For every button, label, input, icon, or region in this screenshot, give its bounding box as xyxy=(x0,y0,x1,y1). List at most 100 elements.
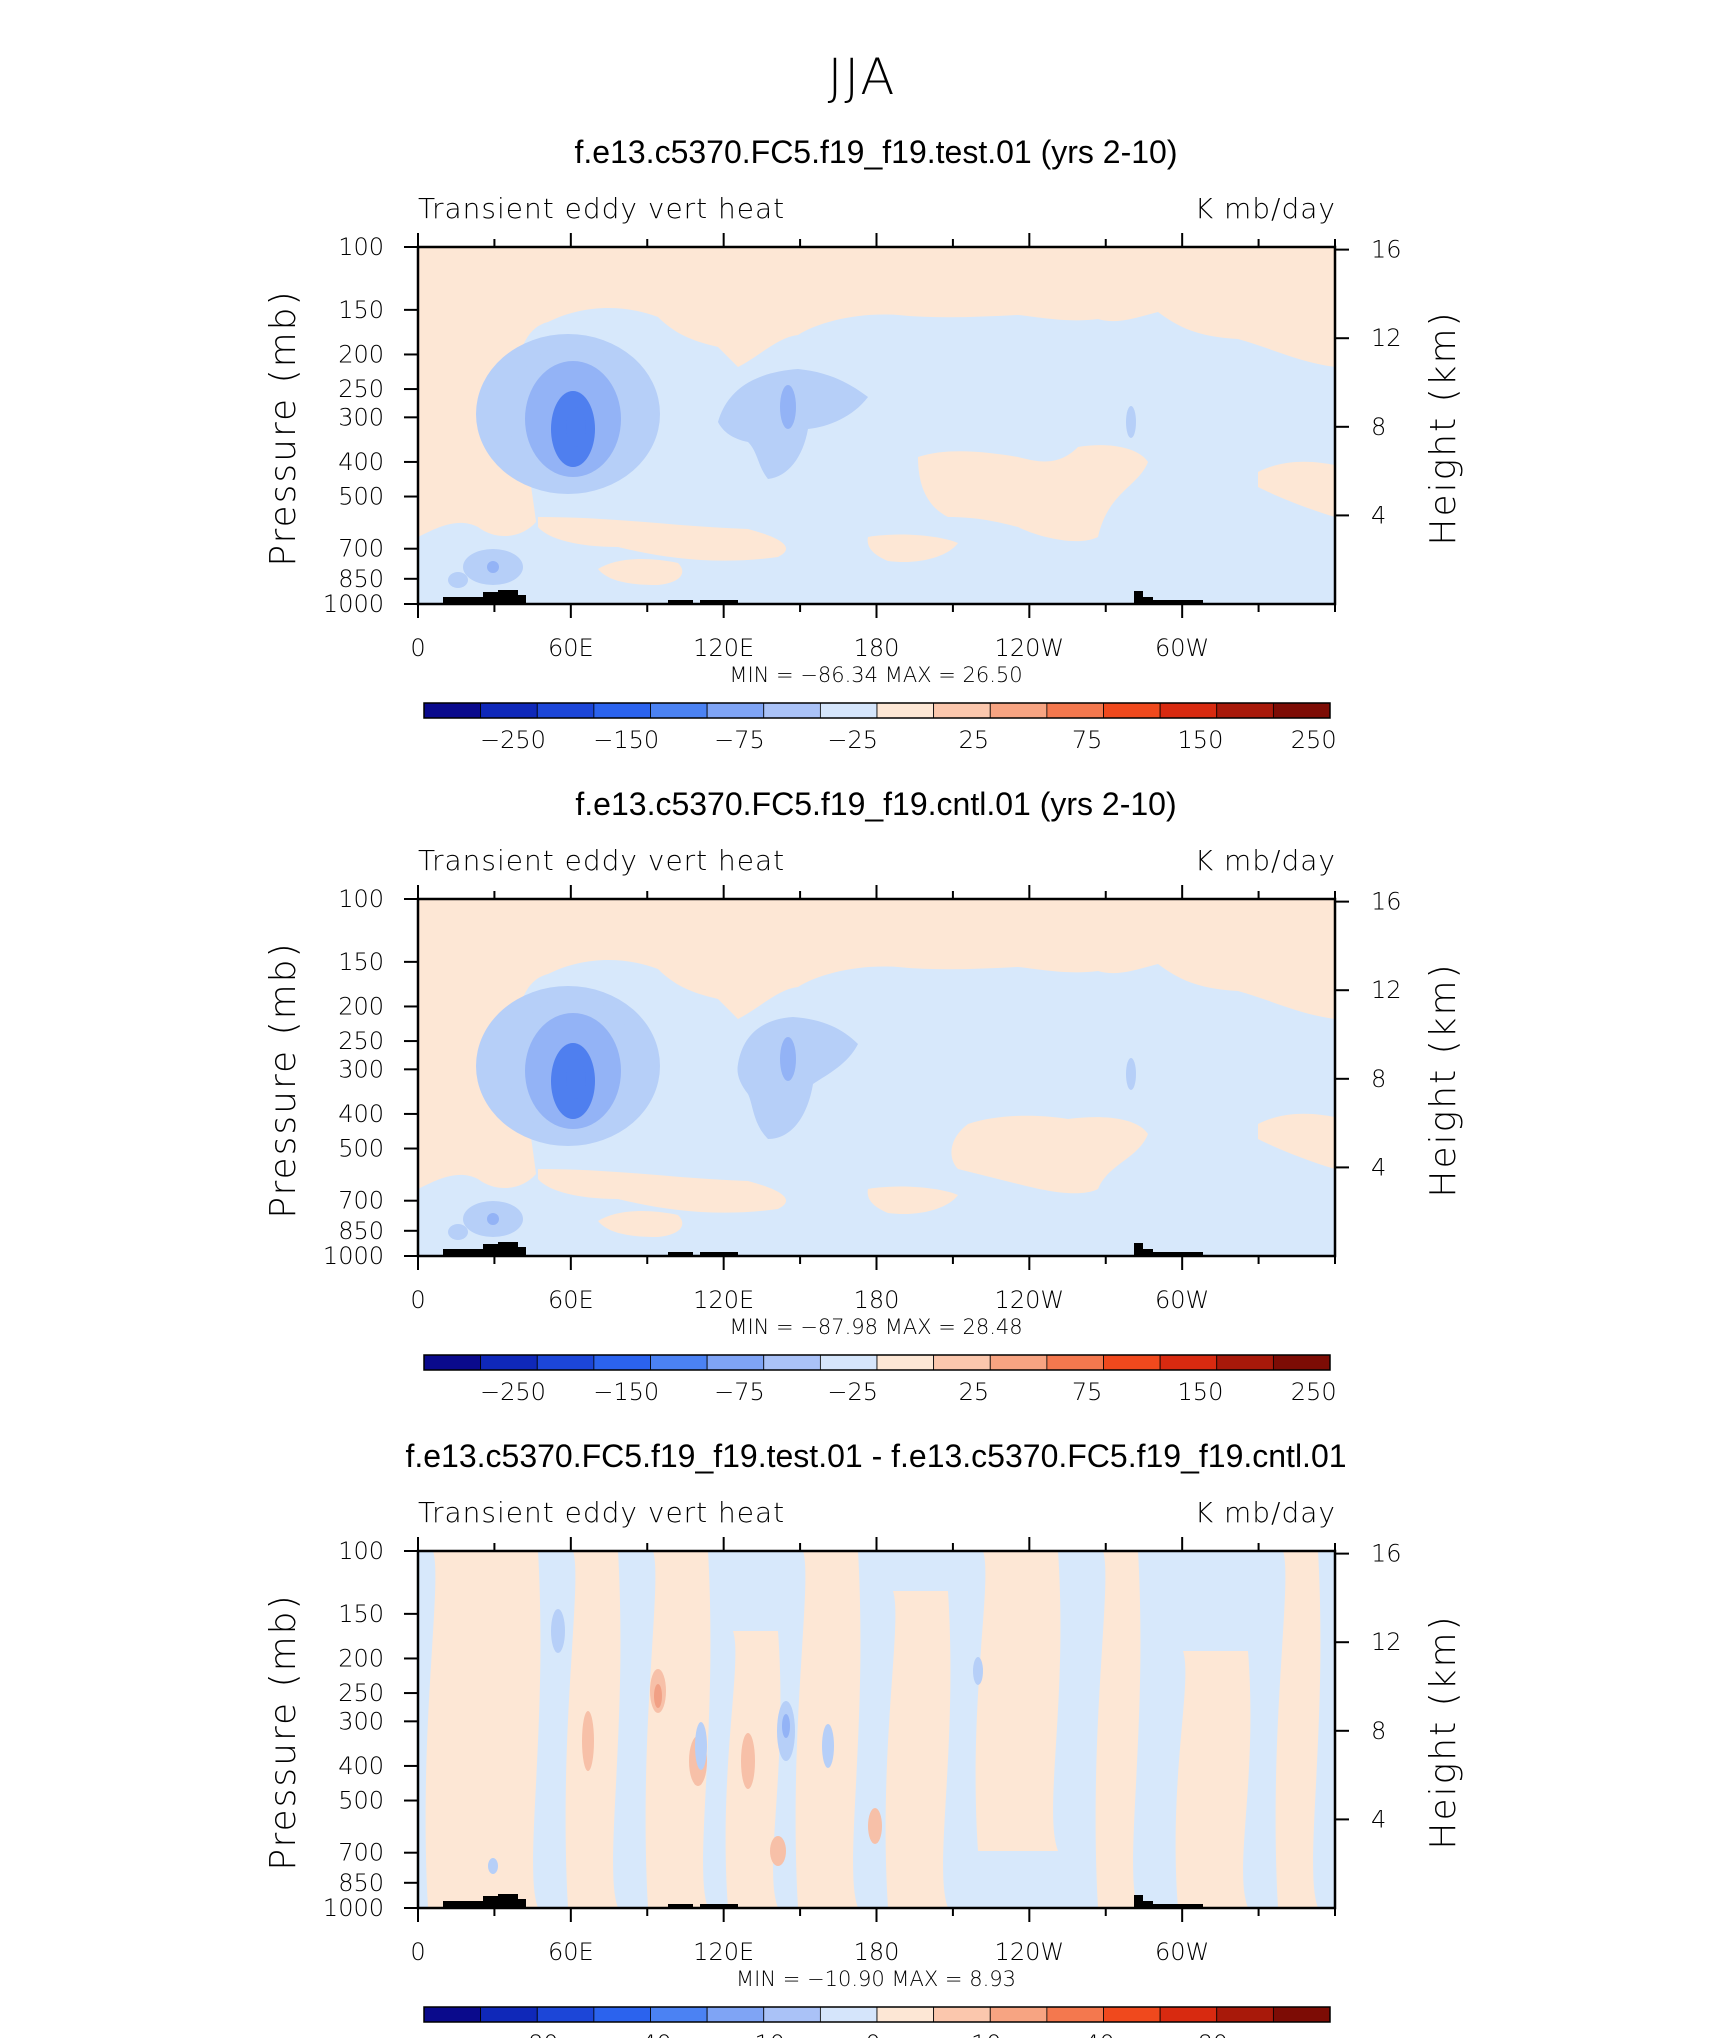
colorbar-label: 25 xyxy=(959,1378,990,1406)
cool-region-east-pacific xyxy=(1126,1058,1136,1090)
colorbar-swatch xyxy=(1159,1354,1218,1371)
colorbar-swatch xyxy=(706,702,765,719)
colorbar-swatch xyxy=(819,702,878,719)
colorbar-swatch xyxy=(536,1354,595,1371)
y-tick-label: 100 xyxy=(338,885,384,913)
topography xyxy=(1134,1243,1143,1256)
colorbar-label: 150 xyxy=(1178,1378,1224,1406)
colorbar-label: −250 xyxy=(480,1378,546,1406)
colorbar-swatch xyxy=(650,2006,708,2023)
colorbar-swatch xyxy=(536,2006,595,2023)
height-tick-label: 8 xyxy=(1371,413,1386,441)
colorbar-label: 10 xyxy=(971,2030,1002,2038)
warm-band xyxy=(1175,1651,1251,1908)
colorbar-label: 75 xyxy=(1072,1378,1103,1406)
cool-anomaly xyxy=(973,1657,983,1685)
y-axis-label: Pressure (mb) xyxy=(263,289,304,566)
colorbar-label: 40 xyxy=(1084,2030,1115,2038)
topography xyxy=(668,1904,693,1908)
warm-region-stratosphere xyxy=(418,247,1335,387)
cool-anomaly xyxy=(822,1724,834,1768)
topography xyxy=(483,1896,498,1908)
height-tick-label: 8 xyxy=(1371,1717,1386,1745)
y-tick-label: 500 xyxy=(338,1787,384,1815)
colorbar-swatch xyxy=(1216,2006,1274,2023)
panel-title: f.e13.c5370.FC5.f19_f19.test.01 (yrs 2-1… xyxy=(575,134,1178,170)
topography xyxy=(518,595,526,604)
colorbar-label: −25 xyxy=(827,726,878,754)
panel-title: f.e13.c5370.FC5.f19_f19.cntl.01 (yrs 2-1… xyxy=(575,786,1176,822)
colorbar-label: −40 xyxy=(621,2030,672,2038)
height-tick-label: 16 xyxy=(1371,236,1402,264)
height-tick-label: 12 xyxy=(1371,324,1402,352)
variable-label: Transient eddy vert heat xyxy=(418,192,785,225)
contour-field xyxy=(418,899,1335,1256)
y-tick-label: 300 xyxy=(338,403,384,431)
topography xyxy=(1143,1901,1153,1908)
cool-region-surface-small xyxy=(448,572,468,588)
x-tick-label: 180 xyxy=(854,1286,900,1314)
colorbar-swatch xyxy=(1103,1354,1161,1371)
colorbar-swatch xyxy=(593,702,651,719)
colorbar-label: 150 xyxy=(1178,726,1224,754)
warm-anomaly xyxy=(582,1711,594,1771)
y-axis-label: Pressure (mb) xyxy=(263,941,304,1218)
panel-test: f.e13.c5370.FC5.f19_f19.test.01 (yrs 2-1… xyxy=(263,134,1464,754)
colorbar-swatch xyxy=(1159,702,1218,719)
y-tick-label: 150 xyxy=(338,296,384,324)
y-tick-label: 850 xyxy=(338,1869,384,1897)
cool-region-pacific xyxy=(737,1017,858,1139)
topography xyxy=(498,590,518,604)
colorbar-swatch xyxy=(536,702,595,719)
colorbar-swatch xyxy=(876,2006,935,2023)
colorbar-frame xyxy=(423,702,1331,719)
y-axis-right-label: Height (km) xyxy=(1423,1614,1464,1849)
colorbar-swatch xyxy=(1159,2006,1218,2023)
topography xyxy=(498,1242,518,1256)
y-tick-label: 850 xyxy=(338,1217,384,1245)
units-label: K mb/day xyxy=(1195,844,1336,877)
y-tick-label: 250 xyxy=(338,1679,384,1707)
topography xyxy=(668,1252,693,1256)
topography xyxy=(1153,600,1203,604)
y-tick-label: 300 xyxy=(338,1707,384,1735)
warm-region-lower xyxy=(598,559,683,585)
warm-region-central xyxy=(951,1115,1148,1194)
x-tick-label: 60E xyxy=(548,1286,594,1314)
topography xyxy=(483,1244,498,1256)
topography xyxy=(443,1901,483,1908)
y-tick-label: 1000 xyxy=(323,590,384,618)
cool-region-pacific-core xyxy=(780,385,796,429)
contour-field xyxy=(418,247,1335,604)
warm-region-dateline xyxy=(867,1186,958,1215)
topography xyxy=(1153,1904,1203,1908)
y-axis-label: Pressure (mb) xyxy=(263,1593,304,1870)
colorbar-swatch xyxy=(423,1354,482,1371)
topography xyxy=(1143,1249,1153,1256)
x-tick-label: 120W xyxy=(995,634,1065,662)
topography xyxy=(518,1247,526,1256)
y-tick-label: 400 xyxy=(338,1100,384,1128)
variable-label: Transient eddy vert heat xyxy=(418,844,785,877)
x-tick-label: 0 xyxy=(410,634,425,662)
topography xyxy=(668,600,693,604)
y-tick-label: 1000 xyxy=(323,1242,384,1270)
x-tick-label: 0 xyxy=(410,1286,425,1314)
warm-band xyxy=(1275,1551,1321,1908)
y-tick-label: 200 xyxy=(338,1644,384,1672)
warm-anomaly xyxy=(741,1733,755,1789)
colorbar-swatch xyxy=(933,702,991,719)
x-tick-label: 120E xyxy=(693,1286,754,1314)
topography xyxy=(700,600,738,604)
y-tick-label: 150 xyxy=(338,948,384,976)
height-tick-label: 12 xyxy=(1371,976,1402,1004)
cool-region-pacific-core xyxy=(780,1037,796,1081)
colorbar-frame xyxy=(423,1354,1331,1371)
colorbar-frame xyxy=(423,2006,1331,2023)
y-tick-label: 700 xyxy=(338,1839,384,1867)
colorbar-label: 250 xyxy=(1291,1378,1337,1406)
colorbar-swatch xyxy=(1216,702,1274,719)
colorbar-label: 0 xyxy=(865,2030,880,2038)
colorbar-label: −75 xyxy=(714,1378,765,1406)
